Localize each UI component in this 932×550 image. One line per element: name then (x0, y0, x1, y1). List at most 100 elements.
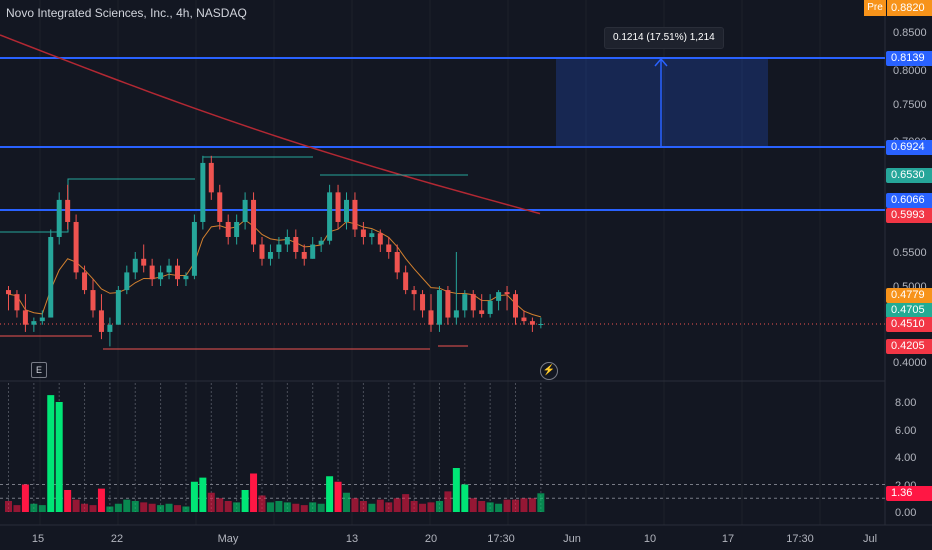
volume-bar (258, 495, 266, 512)
volume-bar (402, 494, 410, 512)
candle-body (98, 310, 104, 332)
candle-body (310, 244, 316, 259)
volume-bar (250, 473, 258, 512)
price-tag-ma-short-value: 0.4779 (886, 288, 932, 303)
volume-axis-label: 4.00 (895, 452, 916, 464)
candle-body (251, 199, 257, 245)
candle-body (318, 240, 324, 245)
candle-body (352, 199, 358, 230)
price-tag-hline-mid: 0.6924 (886, 140, 932, 155)
premarket-label: Pre (864, 0, 886, 16)
candle-body (90, 290, 96, 311)
volume-bar (469, 498, 477, 512)
volume-bar (537, 493, 545, 512)
candle-body (200, 162, 206, 222)
price-tag-ma-value: 0.5993 (886, 208, 932, 223)
candle-body (14, 294, 20, 311)
candle-body (234, 221, 240, 237)
candle-body (513, 294, 518, 318)
candle-body (487, 300, 493, 314)
candle-body (6, 290, 11, 295)
volume-axis-label: 0.00 (895, 507, 916, 519)
volume-bar (13, 505, 21, 512)
volume-bar (148, 503, 156, 512)
candle-body (48, 236, 54, 318)
volume-bar (427, 502, 435, 512)
earnings-badge[interactable]: E (31, 362, 47, 378)
candle-body (344, 199, 349, 222)
price-tag-high-marker: 0.6530 (886, 168, 932, 183)
candle-body (470, 294, 476, 311)
candle-body (445, 290, 451, 318)
volume-bar (21, 484, 29, 512)
volume-bar (5, 501, 12, 512)
volume-bar (309, 502, 317, 512)
volume-bar (216, 498, 224, 512)
price-axis-label: 0.7500 (893, 99, 927, 111)
volume-bar (512, 499, 519, 512)
volume-bar (89, 505, 97, 512)
candle-body (462, 294, 468, 311)
candle-body (360, 229, 366, 237)
volume-bar (165, 503, 173, 512)
candle-body (301, 252, 307, 259)
volume-bar (376, 499, 384, 512)
time-axis-label: May (218, 533, 239, 545)
volume-bar (419, 503, 427, 512)
volume-bar (97, 488, 105, 512)
candle-body (267, 252, 273, 259)
candle-body (132, 258, 138, 273)
time-axis-label: 17:30 (786, 533, 814, 545)
candle-body (377, 233, 383, 245)
volume-bar (190, 481, 198, 512)
candle-body (276, 244, 282, 252)
price-tag-low-marker: 0.4205 (886, 339, 932, 354)
time-axis-label: 22 (111, 533, 123, 545)
candle-body (504, 292, 510, 295)
volume-bar (64, 490, 72, 512)
volume-bar (351, 498, 359, 512)
volume-bar (385, 502, 393, 512)
price-axis-label: 0.8500 (893, 27, 927, 39)
time-axis-label: 20 (425, 533, 437, 545)
candle-body (22, 310, 28, 325)
candle-body (293, 236, 299, 252)
volume-bar (334, 481, 342, 512)
candle-body (39, 317, 45, 322)
volume-bar (495, 503, 503, 512)
lightning-icon[interactable]: ⚡ (540, 362, 558, 380)
volume-bar (55, 402, 63, 512)
volume-axis-label: 6.00 (895, 425, 916, 437)
candle-body (82, 272, 88, 291)
volume-bar (486, 502, 494, 512)
candle-body (538, 324, 544, 325)
price-tag-hline-top: 0.8139 (886, 51, 932, 66)
volume-bar (275, 501, 283, 512)
volume-bar (317, 503, 325, 512)
candle-body (428, 310, 434, 325)
volume-bar (300, 505, 308, 512)
volume-bar (452, 468, 460, 512)
premarket-value: 0.8820 (887, 0, 932, 16)
time-axis-label: 13 (346, 533, 358, 545)
candle-body (496, 292, 502, 301)
volume-bar (81, 503, 89, 512)
volume-bar (359, 501, 367, 512)
candle-body (158, 272, 164, 280)
volume-bar (368, 503, 376, 512)
volume-bar (478, 501, 486, 512)
candle-body (166, 265, 172, 273)
candle-body (386, 244, 392, 252)
measure-tooltip: 0.1214 (17.51%) 1,214 (604, 27, 724, 49)
candle-body (411, 290, 417, 295)
volume-bar (444, 491, 452, 512)
volume-bar (233, 502, 241, 512)
candle-body (191, 221, 197, 276)
candle-body (107, 324, 113, 332)
candle-body (56, 199, 62, 237)
price-tag-hline-low: 0.6066 (886, 193, 932, 208)
symbol-title[interactable]: Novo Integrated Sciences, Inc., 4h, NASD… (6, 6, 247, 20)
candle-body (124, 272, 130, 291)
volume-bar (241, 490, 249, 512)
